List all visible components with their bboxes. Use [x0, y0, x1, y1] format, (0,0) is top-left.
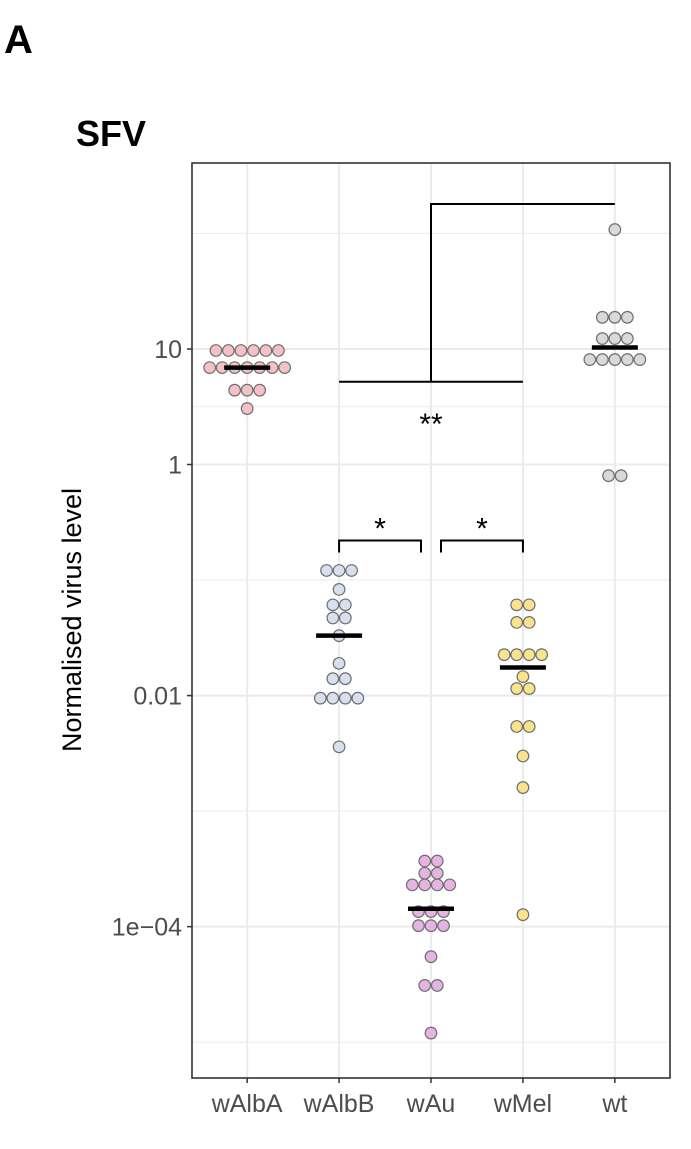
- y-tick-label: 10: [154, 336, 182, 364]
- significance-annotations: * ***: [338, 202, 615, 553]
- x-tick-label-wAu: wAu: [406, 1090, 456, 1118]
- data-point-wt: [608, 332, 622, 345]
- data-point-wAlbB: [332, 582, 346, 596]
- data-point-wt: [595, 353, 609, 366]
- data-point-wMel: [510, 615, 524, 629]
- y-tick-label: 1: [168, 452, 182, 480]
- data-point-wAu: [430, 854, 444, 868]
- x-axis: wAlbA wAlbB wAu wMel wt: [211, 1078, 627, 1118]
- data-point-wAlbA: [222, 344, 235, 357]
- significance-bracket: [338, 539, 422, 553]
- data-point-wMel: [516, 781, 530, 794]
- data-point-wAlbB: [332, 564, 346, 577]
- data-point-wAlbA: [247, 344, 260, 357]
- data-point-wAlbB: [338, 598, 352, 612]
- data-point-wAlbA: [240, 383, 254, 397]
- data-point-wAlbB: [345, 564, 358, 577]
- data-point-wt: [620, 310, 634, 324]
- data-point-wAlbB: [326, 598, 340, 612]
- data-point-wAlbB: [313, 691, 327, 705]
- data-point-wMel: [522, 598, 536, 612]
- y-axis: 10 1 0.01 1e−04: [112, 336, 192, 942]
- median-bars: [224, 345, 638, 911]
- data-point-wAlbA: [228, 383, 242, 397]
- significance-bracket: [440, 539, 524, 553]
- data-point-wMel: [522, 615, 536, 629]
- x-tick-label-wAlbB: wAlbB: [303, 1090, 375, 1118]
- data-point-wt: [633, 353, 647, 366]
- data-point-wt: [595, 332, 609, 345]
- data-point-wAu: [424, 950, 438, 964]
- data-point-wt: [614, 469, 628, 483]
- data-point-wAu: [430, 878, 444, 892]
- data-point-wAu: [418, 979, 432, 992]
- data-point-wAlbA: [278, 361, 292, 374]
- data-point-wAlbB: [326, 691, 340, 705]
- data-point-wMel: [516, 670, 530, 683]
- data-point-wMel: [522, 648, 536, 662]
- data-point-wAu: [418, 854, 432, 868]
- data-point-wAlbA: [234, 344, 248, 357]
- panel-letter: A: [4, 18, 33, 62]
- data-point-wt: [620, 353, 634, 366]
- significance-label: *: [476, 512, 488, 545]
- data-point-wMel: [522, 682, 536, 695]
- significance-label: *: [374, 512, 386, 545]
- data-point-wMel: [510, 598, 524, 612]
- data-point-wAlbA: [259, 344, 273, 357]
- data-point-wMel: [516, 908, 530, 922]
- data-point-wAlbA: [203, 361, 217, 374]
- data-point-wAu: [430, 979, 444, 992]
- data-point-wt: [608, 310, 622, 324]
- data-point-wAlbB: [338, 611, 352, 625]
- data-point-wAlbB: [332, 656, 346, 670]
- data-point-wAlbB: [338, 672, 352, 686]
- x-tick-label-wMel: wMel: [493, 1090, 552, 1118]
- significance-label: **: [419, 408, 443, 441]
- data-point-wAu: [418, 866, 432, 880]
- data-point-wAlbB: [351, 691, 365, 705]
- y-axis-title: Normalised virus level: [57, 488, 87, 752]
- significance-bracket-step: [430, 202, 615, 382]
- data-point-wAlbA: [240, 402, 254, 415]
- data-point-wAlbB: [326, 672, 340, 686]
- y-tick-label: 1e−04: [112, 914, 182, 942]
- data-point-wAlbA: [253, 383, 267, 397]
- x-tick-label-wt: wt: [601, 1090, 627, 1118]
- data-point-wAlbB: [338, 691, 352, 705]
- data-points: [203, 223, 647, 1040]
- data-point-wt: [595, 310, 609, 324]
- data-point-wAlbB: [332, 740, 346, 754]
- data-point-wMel: [516, 749, 530, 763]
- data-point-wAu: [424, 1026, 438, 1040]
- data-point-wAlbB: [320, 564, 333, 577]
- data-point-wAlbB: [326, 611, 340, 625]
- data-point-wAu: [437, 919, 450, 933]
- data-point-wMel: [497, 648, 511, 662]
- data-point-wAu: [424, 919, 438, 933]
- data-point-wAu: [430, 866, 444, 880]
- data-point-wAu: [412, 919, 425, 933]
- x-tick-label-wAlbA: wAlbA: [211, 1090, 283, 1118]
- data-point-wt: [608, 223, 622, 236]
- data-point-wMel: [510, 720, 524, 733]
- data-point-wAlbA: [209, 344, 223, 357]
- data-point-wAu: [443, 878, 457, 892]
- y-tick-label: 0.01: [133, 683, 182, 711]
- data-point-wt: [602, 469, 615, 483]
- data-point-wMel: [535, 648, 549, 662]
- data-point-wAu: [405, 878, 419, 892]
- chart-title: SFV: [76, 113, 147, 154]
- data-point-wAlbA: [272, 344, 285, 357]
- data-point-wMel: [510, 648, 524, 662]
- data-point-wAu: [418, 878, 432, 892]
- data-point-wt: [608, 353, 622, 366]
- data-point-wt: [620, 332, 634, 345]
- data-point-wt: [583, 353, 597, 366]
- data-point-wMel: [522, 720, 536, 733]
- data-point-wMel: [510, 682, 524, 695]
